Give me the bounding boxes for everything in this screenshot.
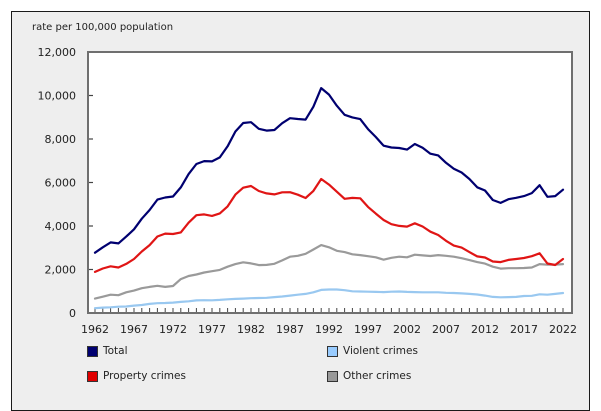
x-tick-label: 2012 bbox=[471, 323, 499, 336]
series-line-violent-crimes bbox=[93, 288, 565, 310]
x-tick-label: 1967 bbox=[120, 323, 148, 336]
x-tick-label: 1977 bbox=[198, 323, 226, 336]
series-lines bbox=[93, 86, 565, 310]
y-tick-label: 0 bbox=[69, 307, 76, 320]
legend-item-total: Total bbox=[87, 345, 128, 357]
legend-label-violent: Violent crimes bbox=[343, 345, 418, 357]
legend-item-property: Property crimes bbox=[87, 370, 186, 382]
x-tick-label: 1992 bbox=[315, 323, 343, 336]
x-tick-label: 1982 bbox=[237, 323, 265, 336]
x-tick-label: 2007 bbox=[432, 323, 460, 336]
y-axis-title: rate per 100,000 population bbox=[32, 22, 174, 33]
y-tick-label: 6,000 bbox=[45, 177, 77, 190]
x-tick-label: 1962 bbox=[81, 323, 109, 336]
y-axis: 0 2,000 4,000 6,000 8,000 10,000 12,000 bbox=[38, 46, 93, 320]
y-tick-label: 4,000 bbox=[45, 220, 77, 233]
y-tick-label: 2,000 bbox=[45, 264, 77, 277]
x-tick-label: 2022 bbox=[549, 323, 577, 336]
x-tick-label: 1987 bbox=[276, 323, 304, 336]
y-tick-label: 8,000 bbox=[45, 133, 77, 146]
legend-item-violent: Violent crimes bbox=[327, 345, 418, 357]
legend-swatch-total bbox=[87, 345, 98, 357]
legend-item-other: Other crimes bbox=[327, 370, 411, 382]
series-line-other-crimes bbox=[93, 244, 565, 300]
legend-label-other: Other crimes bbox=[343, 370, 412, 382]
x-tick-label: 1972 bbox=[159, 323, 187, 336]
legend-swatch-other bbox=[327, 370, 338, 382]
x-tick-label: 2002 bbox=[393, 323, 421, 336]
plot-frame bbox=[87, 51, 573, 314]
legend-label-property: Property crimes bbox=[103, 370, 186, 382]
legend-label-total: Total bbox=[103, 345, 128, 357]
series-line-property-crimes bbox=[93, 177, 565, 273]
legend-swatch-violent bbox=[327, 345, 338, 357]
y-tick-label: 10,000 bbox=[38, 90, 77, 103]
x-tick-label: 2017 bbox=[510, 323, 538, 336]
y-tick-label: 12,000 bbox=[38, 46, 77, 59]
legend-swatch-property bbox=[87, 370, 98, 382]
plot-area bbox=[88, 52, 572, 313]
x-tick-label: 1997 bbox=[354, 323, 382, 336]
series-line-total bbox=[93, 86, 565, 254]
